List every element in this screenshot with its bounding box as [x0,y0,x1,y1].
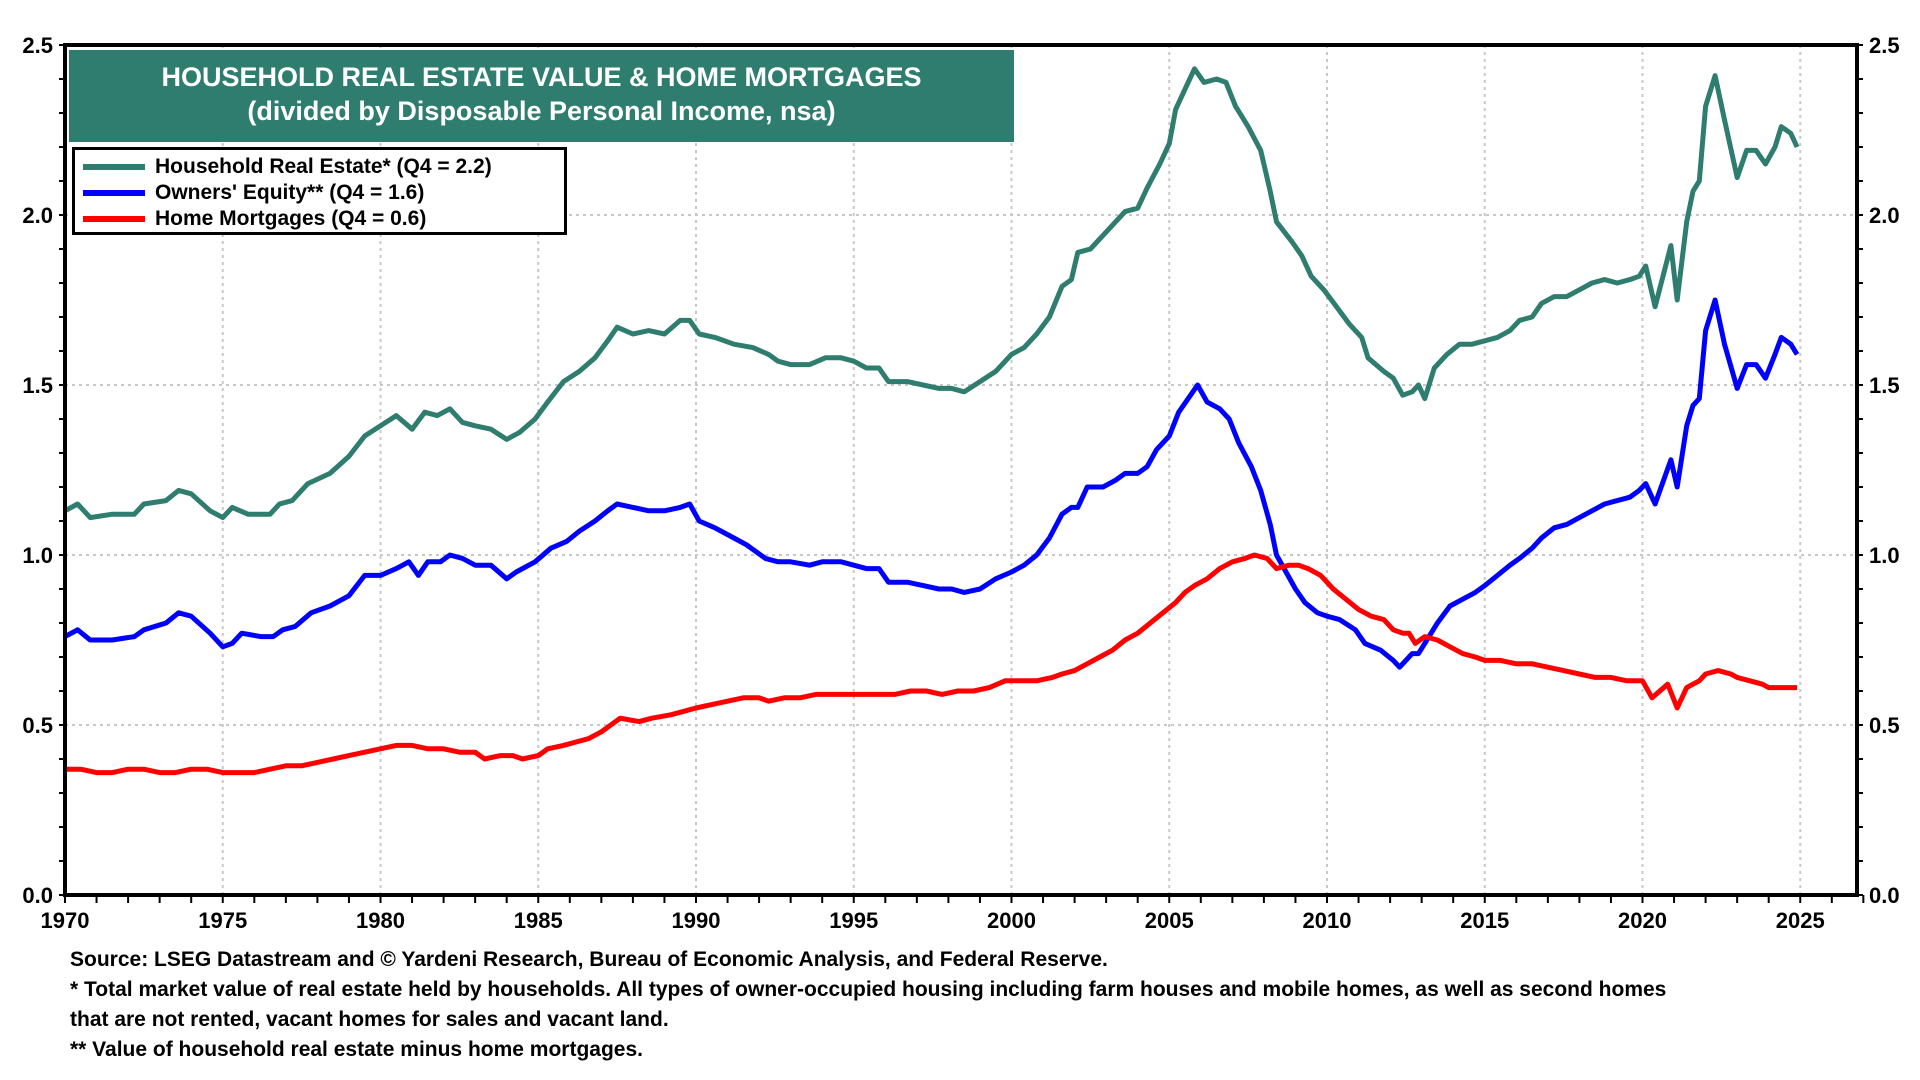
y-tick-label-right: 2.5 [1869,33,1900,58]
x-tick-label: 2020 [1618,908,1667,933]
y-tick-label-right: 0.0 [1869,883,1900,908]
x-tick-label: 2010 [1303,908,1352,933]
x-tick-label: 1995 [829,908,878,933]
y-tick-label-left: 1.0 [22,543,53,568]
legend-label: Owners' Equity** (Q4 = 1.6) [155,181,425,204]
chart-title: HOUSEHOLD REAL ESTATE VALUE & HOME MORTG… [161,62,922,92]
y-tick-label-left: 1.5 [22,373,53,398]
y-tick-label-left: 2.0 [22,203,53,228]
x-tick-label: 1970 [41,908,90,933]
legend-swatch-teal [83,164,145,170]
legend-label: Home Mortgages (Q4 = 0.6) [155,207,427,230]
y-tick-label-left: 2.5 [22,33,53,58]
chart-subtitle: (divided by Disposable Personal Income, … [247,96,836,126]
x-tick-label: 2000 [987,908,1036,933]
series-lines [63,66,1800,776]
footnotes: Source: LSEG Datastream and © Yardeni Re… [70,945,1910,1065]
y-tick-label-left: 0.5 [22,713,53,738]
legend: Household Real Estate* (Q4 = 2.2) Owners… [72,147,567,235]
x-tick-label: 2015 [1460,908,1509,933]
footnote-2: ** Value of household real estate minus … [70,1038,643,1061]
legend-item-owners-equity: Owners' Equity** (Q4 = 1.6) [83,180,556,206]
source-note: Source: LSEG Datastream and © Yardeni Re… [70,948,1108,971]
series-line-2 [65,552,1798,776]
y-tick-label-right: 1.5 [1869,373,1900,398]
y-tick-label-right: 0.5 [1869,713,1900,738]
legend-item-household-real-estate: Household Real Estate* (Q4 = 2.2) [83,154,556,180]
chart-title-box: HOUSEHOLD REAL ESTATE VALUE & HOME MORTG… [69,50,1014,142]
y-tick-label-right: 1.0 [1869,543,1900,568]
y-tick-label-right: 2.0 [1869,203,1900,228]
y-tick-label-left: 0.0 [22,883,53,908]
series-line-1 [63,297,1800,670]
axes [59,43,1865,903]
legend-swatch-red [83,216,145,222]
legend-label: Household Real Estate* (Q4 = 2.2) [155,155,492,178]
x-tick-label: 2005 [1145,908,1194,933]
footnote-1-continued: that are not rented, vacant homes for sa… [70,1008,669,1031]
series-line-0 [63,66,1800,521]
legend-swatch-blue [83,190,145,196]
x-tick-label: 1985 [514,908,563,933]
footnote-1: * Total market value of real estate held… [70,978,1667,1001]
x-tick-label: 1980 [356,908,405,933]
tick-labels: 0.0 0.5 1.0 1.5 2.0 2.5 0.0 0.5 1.0 1.5 2.0 2.5 1970… [22,33,1899,933]
x-tick-label: 1975 [198,908,247,933]
x-tick-label: 2025 [1776,908,1825,933]
x-tick-label: 1990 [672,908,721,933]
plot-frame [63,43,1859,897]
legend-item-home-mortgages: Home Mortgages (Q4 = 0.6) [83,206,556,232]
